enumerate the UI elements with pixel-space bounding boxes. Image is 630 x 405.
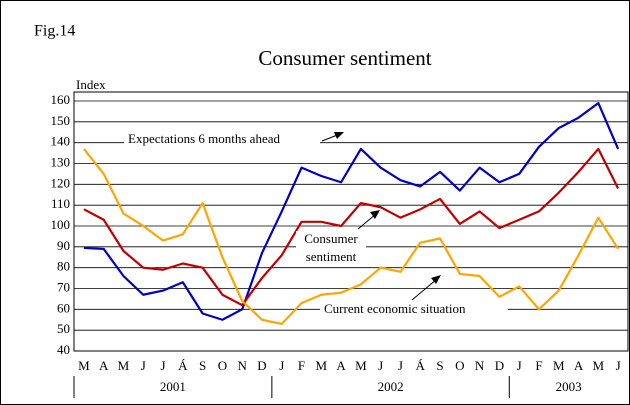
- x-tick-label: D: [257, 358, 266, 373]
- y-axis-label: Index: [76, 77, 106, 92]
- x-tick-label: D: [495, 358, 504, 373]
- x-tick-label: F: [535, 358, 542, 373]
- annotation: Expectations 6 months ahead: [128, 131, 280, 146]
- x-tick-label: J: [161, 358, 166, 373]
- x-tick-label: A: [336, 358, 346, 373]
- x-tick-label: F: [298, 358, 305, 373]
- x-tick-label: J: [141, 358, 146, 373]
- x-tick-label: N: [237, 358, 247, 373]
- y-tick-label: 40: [57, 342, 70, 357]
- year-label: 2001: [160, 379, 186, 394]
- y-tick-label: 130: [51, 154, 71, 169]
- year-label: 2002: [378, 379, 404, 394]
- y-tick-label: 60: [57, 300, 70, 315]
- label-bg: [124, 130, 320, 150]
- label-bg: [320, 300, 508, 320]
- x-tick-label: O: [455, 358, 464, 373]
- x-tick-label: Á: [416, 358, 426, 373]
- x-tick-label: M: [316, 358, 328, 373]
- x-tick-label: J: [378, 358, 383, 373]
- y-tick-label: 110: [51, 196, 70, 211]
- y-tick-label: 90: [57, 238, 70, 253]
- arrow: [411, 278, 438, 301]
- annotation: Current economic situation: [324, 301, 466, 316]
- y-tick-label: 140: [51, 134, 71, 149]
- x-tick-label: O: [218, 358, 227, 373]
- y-tick-label: 150: [51, 113, 71, 128]
- y-tick-label: 80: [57, 259, 70, 274]
- x-tick-label: M: [78, 358, 90, 373]
- x-tick-label: A: [99, 358, 109, 373]
- x-tick-label: A: [574, 358, 584, 373]
- y-tick-label: 70: [57, 279, 70, 294]
- x-tick-label: M: [553, 358, 565, 373]
- series-line: [83, 101, 620, 321]
- x-tick-label: N: [475, 358, 485, 373]
- y-tick-label: 50: [57, 321, 70, 336]
- series-line: [83, 147, 620, 307]
- label-bg: [296, 231, 366, 267]
- figure-label: Fig.14: [34, 23, 75, 40]
- x-tick-label: M: [118, 358, 130, 373]
- y-tick-label: 100: [51, 217, 71, 232]
- chart-title: Consumer sentiment: [258, 46, 431, 70]
- arrow-head: [431, 275, 441, 284]
- y-tick-label: 160: [51, 92, 71, 107]
- x-tick-label: J: [398, 358, 403, 373]
- x-tick-label: M: [593, 358, 605, 373]
- annotation: sentiment: [306, 249, 357, 264]
- x-tick-label: S: [199, 358, 206, 373]
- arrow-head: [370, 210, 380, 219]
- arrow: [357, 213, 377, 230]
- year-label: 2003: [556, 379, 582, 394]
- y-tick-label: 120: [51, 175, 71, 190]
- x-tick-label: J: [279, 358, 284, 373]
- x-tick-label: S: [436, 358, 443, 373]
- x-tick-label: J: [517, 358, 522, 373]
- series-line: [83, 148, 620, 326]
- arrow-head: [334, 132, 344, 139]
- annotations: Expectations 6 months ahead Consumer sen…: [124, 130, 508, 320]
- x-tick-label: M: [355, 358, 367, 373]
- x-tick-label: J: [616, 358, 621, 373]
- annotation: Consumer: [304, 231, 358, 246]
- x-tick-label: Á: [178, 358, 188, 373]
